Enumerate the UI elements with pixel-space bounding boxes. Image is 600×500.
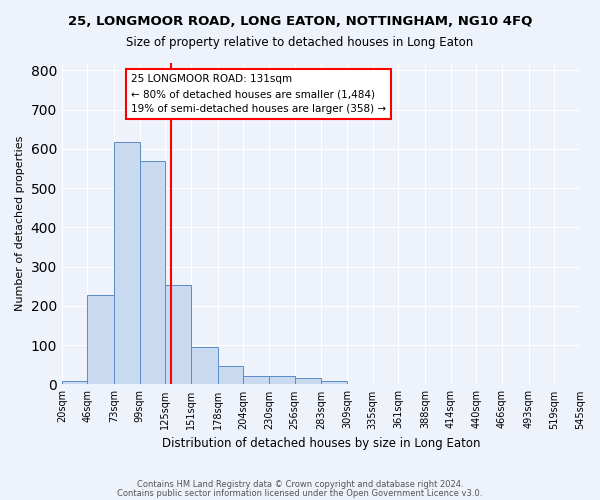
- Text: Contains HM Land Registry data © Crown copyright and database right 2024.: Contains HM Land Registry data © Crown c…: [137, 480, 463, 489]
- Bar: [191, 347, 218, 385]
- Bar: [88, 295, 114, 384]
- Text: Size of property relative to detached houses in Long Eaton: Size of property relative to detached ho…: [127, 36, 473, 49]
- Bar: [218, 366, 244, 384]
- Text: 25 LONGMOOR ROAD: 131sqm
← 80% of detached houses are smaller (1,484)
19% of sem: 25 LONGMOOR ROAD: 131sqm ← 80% of detach…: [131, 74, 386, 114]
- X-axis label: Distribution of detached houses by size in Long Eaton: Distribution of detached houses by size …: [161, 437, 480, 450]
- Bar: [269, 376, 295, 384]
- Bar: [166, 284, 191, 384]
- Bar: [322, 380, 347, 384]
- Bar: [140, 160, 166, 384]
- Text: 25, LONGMOOR ROAD, LONG EATON, NOTTINGHAM, NG10 4FQ: 25, LONGMOOR ROAD, LONG EATON, NOTTINGHA…: [68, 15, 532, 28]
- Bar: [114, 142, 140, 384]
- Bar: [295, 378, 322, 384]
- Y-axis label: Number of detached properties: Number of detached properties: [15, 136, 25, 311]
- Text: Contains public sector information licensed under the Open Government Licence v3: Contains public sector information licen…: [118, 488, 482, 498]
- Bar: [244, 376, 269, 384]
- Bar: [62, 380, 88, 384]
